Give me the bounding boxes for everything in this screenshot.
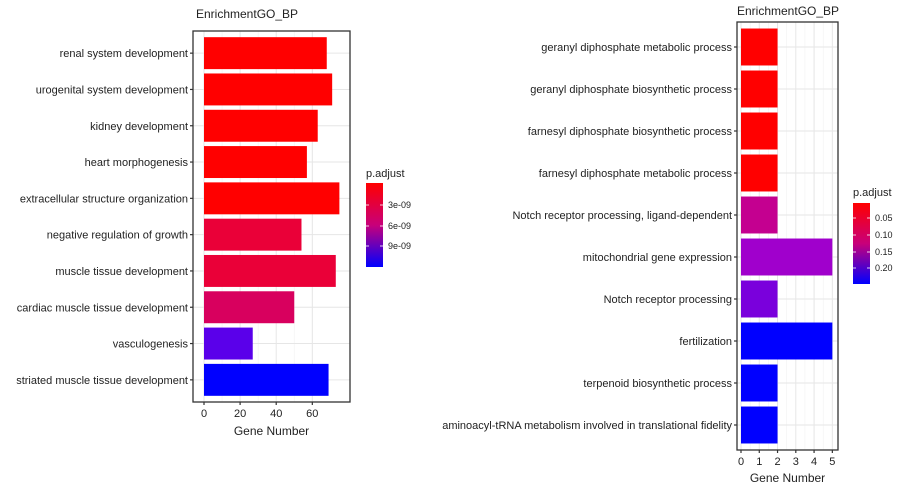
x-tick-label: 0 [738,456,744,468]
y-tick-label: urogenital system development [36,84,188,96]
y-tick-label: vasculogenesis [113,339,189,351]
x-axis-label: Gene Number [750,471,825,485]
bar [741,280,778,318]
y-tick-label: negative regulation of growth [47,230,188,242]
bar [204,218,302,251]
panel-border [736,21,839,451]
bar [741,322,833,360]
chart-panel-2: geranyl diphosphate metabolic process ger… [442,4,892,485]
bar [204,363,329,396]
bar [741,112,778,150]
legend-label: 0.20 [875,263,893,273]
y-tick-label: farnesyl diphosphate biosynthetic proces… [528,126,733,138]
bar [741,196,778,234]
legend-label: 9e-09 [388,241,411,251]
y-tick-label: muscle tissue development [55,266,188,278]
legend-label: 0.15 [875,247,893,257]
y-tick-label: mitochondrial gene expression [583,252,732,264]
x-tick-label: 2 [774,456,780,468]
bar [204,291,295,324]
bar [204,146,307,179]
bar [204,254,336,287]
legend-title: p.adjust [853,187,892,199]
bar [204,327,253,360]
bar [741,28,778,66]
x-tick-label: 20 [234,408,246,420]
bar [741,154,778,192]
y-tick-label: kidney development [90,121,188,133]
bar [741,238,833,276]
legend-label: 0.10 [875,230,893,240]
y-tick-label: heart morphogenesis [85,157,189,169]
panel-border [192,30,351,403]
legend-label: 3e-09 [388,200,411,210]
y-tick-label: Notch receptor processing, ligand-depend… [512,210,732,222]
bar [204,73,333,106]
bar [204,37,327,70]
chart-title: EnrichmentGO_BP [737,4,839,18]
y-tick-label: striated muscle tissue development [16,375,188,387]
x-tick-label: 3 [793,456,799,468]
x-tick-label: 40 [270,408,282,420]
legend-label: 6e-09 [388,221,411,231]
y-tick-label: cardiac muscle tissue development [17,302,188,314]
y-tick-label: terpenoid biosynthetic process [583,378,732,390]
x-tick-label: 0 [201,408,207,420]
y-tick-label: geranyl diphosphate metabolic process [541,42,732,54]
x-axis-label: Gene Number [234,424,309,438]
y-tick-label: farnesyl diphosphate metabolic process [539,168,733,180]
y-tick-label: renal system development [60,48,188,60]
chart-panel-1: renal system development urogenital syste… [16,7,411,438]
legend-label: 0.05 [875,213,893,223]
x-tick-label: 4 [811,456,817,468]
legend-title: p.adjust [366,168,405,180]
legend-colorbar [853,203,870,284]
x-tick-label: 60 [306,408,318,420]
x-tick-label: 5 [829,456,835,468]
y-tick-label: fertilization [679,336,732,348]
y-tick-label: extracellular structure organization [20,193,188,205]
legend-colorbar [366,183,383,267]
x-tick-label: 1 [756,456,762,468]
bar [741,364,778,402]
bar [741,70,778,108]
bar [204,182,340,215]
chart-title: EnrichmentGO_BP [196,7,298,21]
y-tick-label: aminoacyl-tRNA metabolism involved in tr… [442,420,732,432]
y-tick-label: geranyl diphosphate biosynthetic process [530,84,732,96]
bar [204,109,318,142]
bar [741,406,778,444]
y-tick-label: Notch receptor processing [604,294,732,306]
